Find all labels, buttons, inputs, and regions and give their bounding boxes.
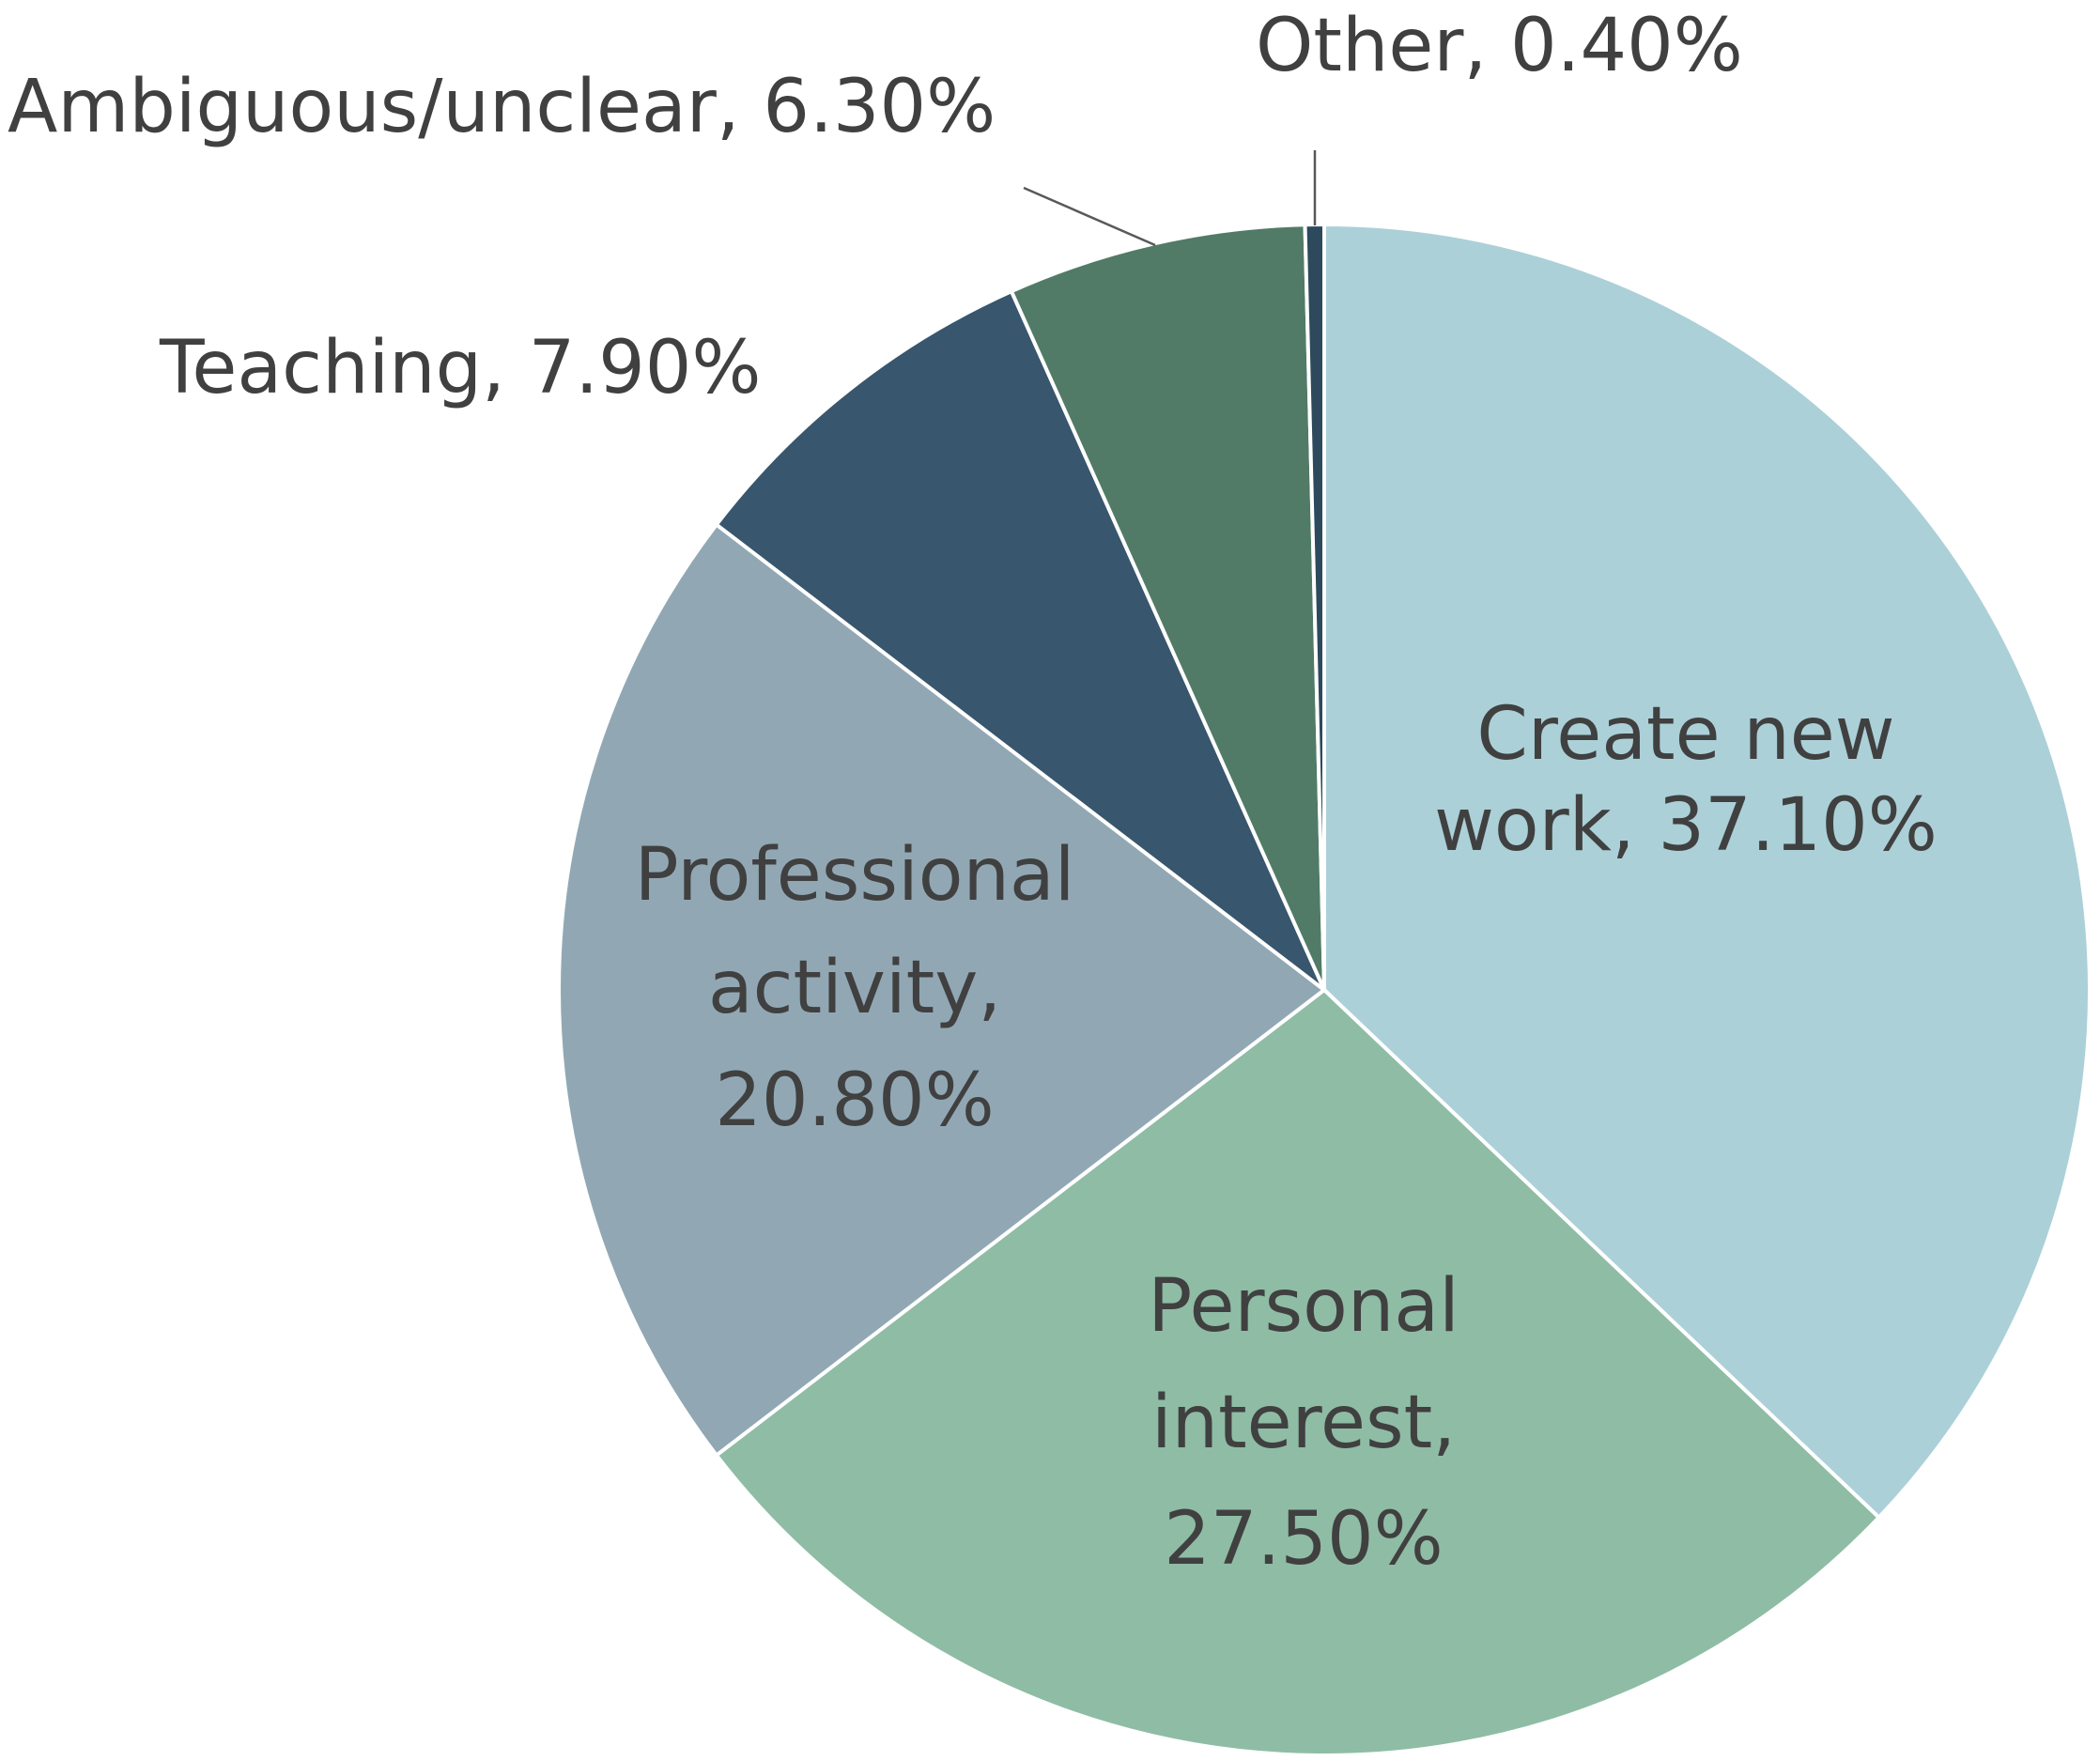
slice-label-create-new-work: Create new work, 37.10% [1434, 692, 1938, 868]
slice-label-line: work, 37.10% [1434, 783, 1938, 868]
pie-slice-create-new-work [1322, 222, 2092, 1521]
pie-slice-ambiguous-unclear [1009, 223, 1326, 991]
leader-lines [1023, 150, 1317, 247]
leader-line-ambiguous-unclear [1023, 186, 1156, 247]
slice-label-line: interest, [1151, 1381, 1456, 1465]
slice-label-line: Create new [1476, 692, 1894, 777]
slice-labels: Create new work, 37.10% Personal interest, 2… [8, 4, 1938, 1582]
slice-label-line: 27.50% [1164, 1497, 1443, 1582]
pie-slice-professional-activity [557, 521, 1328, 1459]
slice-label-line: 20.80% [715, 1058, 994, 1143]
slice-label-personal-interest: Personal interest, 27.50% [1148, 1264, 1459, 1582]
slice-label-line: Professional [635, 833, 1075, 918]
slice-label-other: Other, 0.40% [1256, 4, 1743, 88]
slice-label-line: Personal [1148, 1264, 1459, 1349]
slice-label-teaching: Teaching, 7.90% [159, 326, 762, 410]
slice-label-ambiguous-unclear: Ambiguous/unclear, 6.30% [8, 65, 996, 149]
slice-label-line: activity, [708, 946, 1001, 1030]
pie-slice-personal-interest [714, 987, 1882, 1757]
pie-slice-teaching [714, 288, 1326, 992]
slice-label-professional-activity: Professional activity, 20.80% [635, 833, 1075, 1143]
